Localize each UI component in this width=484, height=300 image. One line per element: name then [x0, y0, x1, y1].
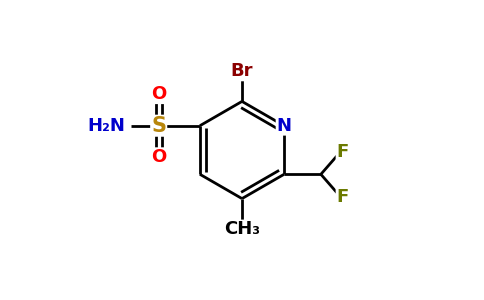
Text: Br: Br: [231, 62, 253, 80]
Text: F: F: [336, 142, 349, 160]
Text: F: F: [336, 188, 349, 206]
Text: H₂N: H₂N: [87, 117, 125, 135]
Text: CH₃: CH₃: [224, 220, 260, 238]
Text: S: S: [151, 116, 166, 136]
Text: O: O: [151, 148, 166, 166]
Text: O: O: [151, 85, 166, 103]
Text: N: N: [276, 117, 291, 135]
